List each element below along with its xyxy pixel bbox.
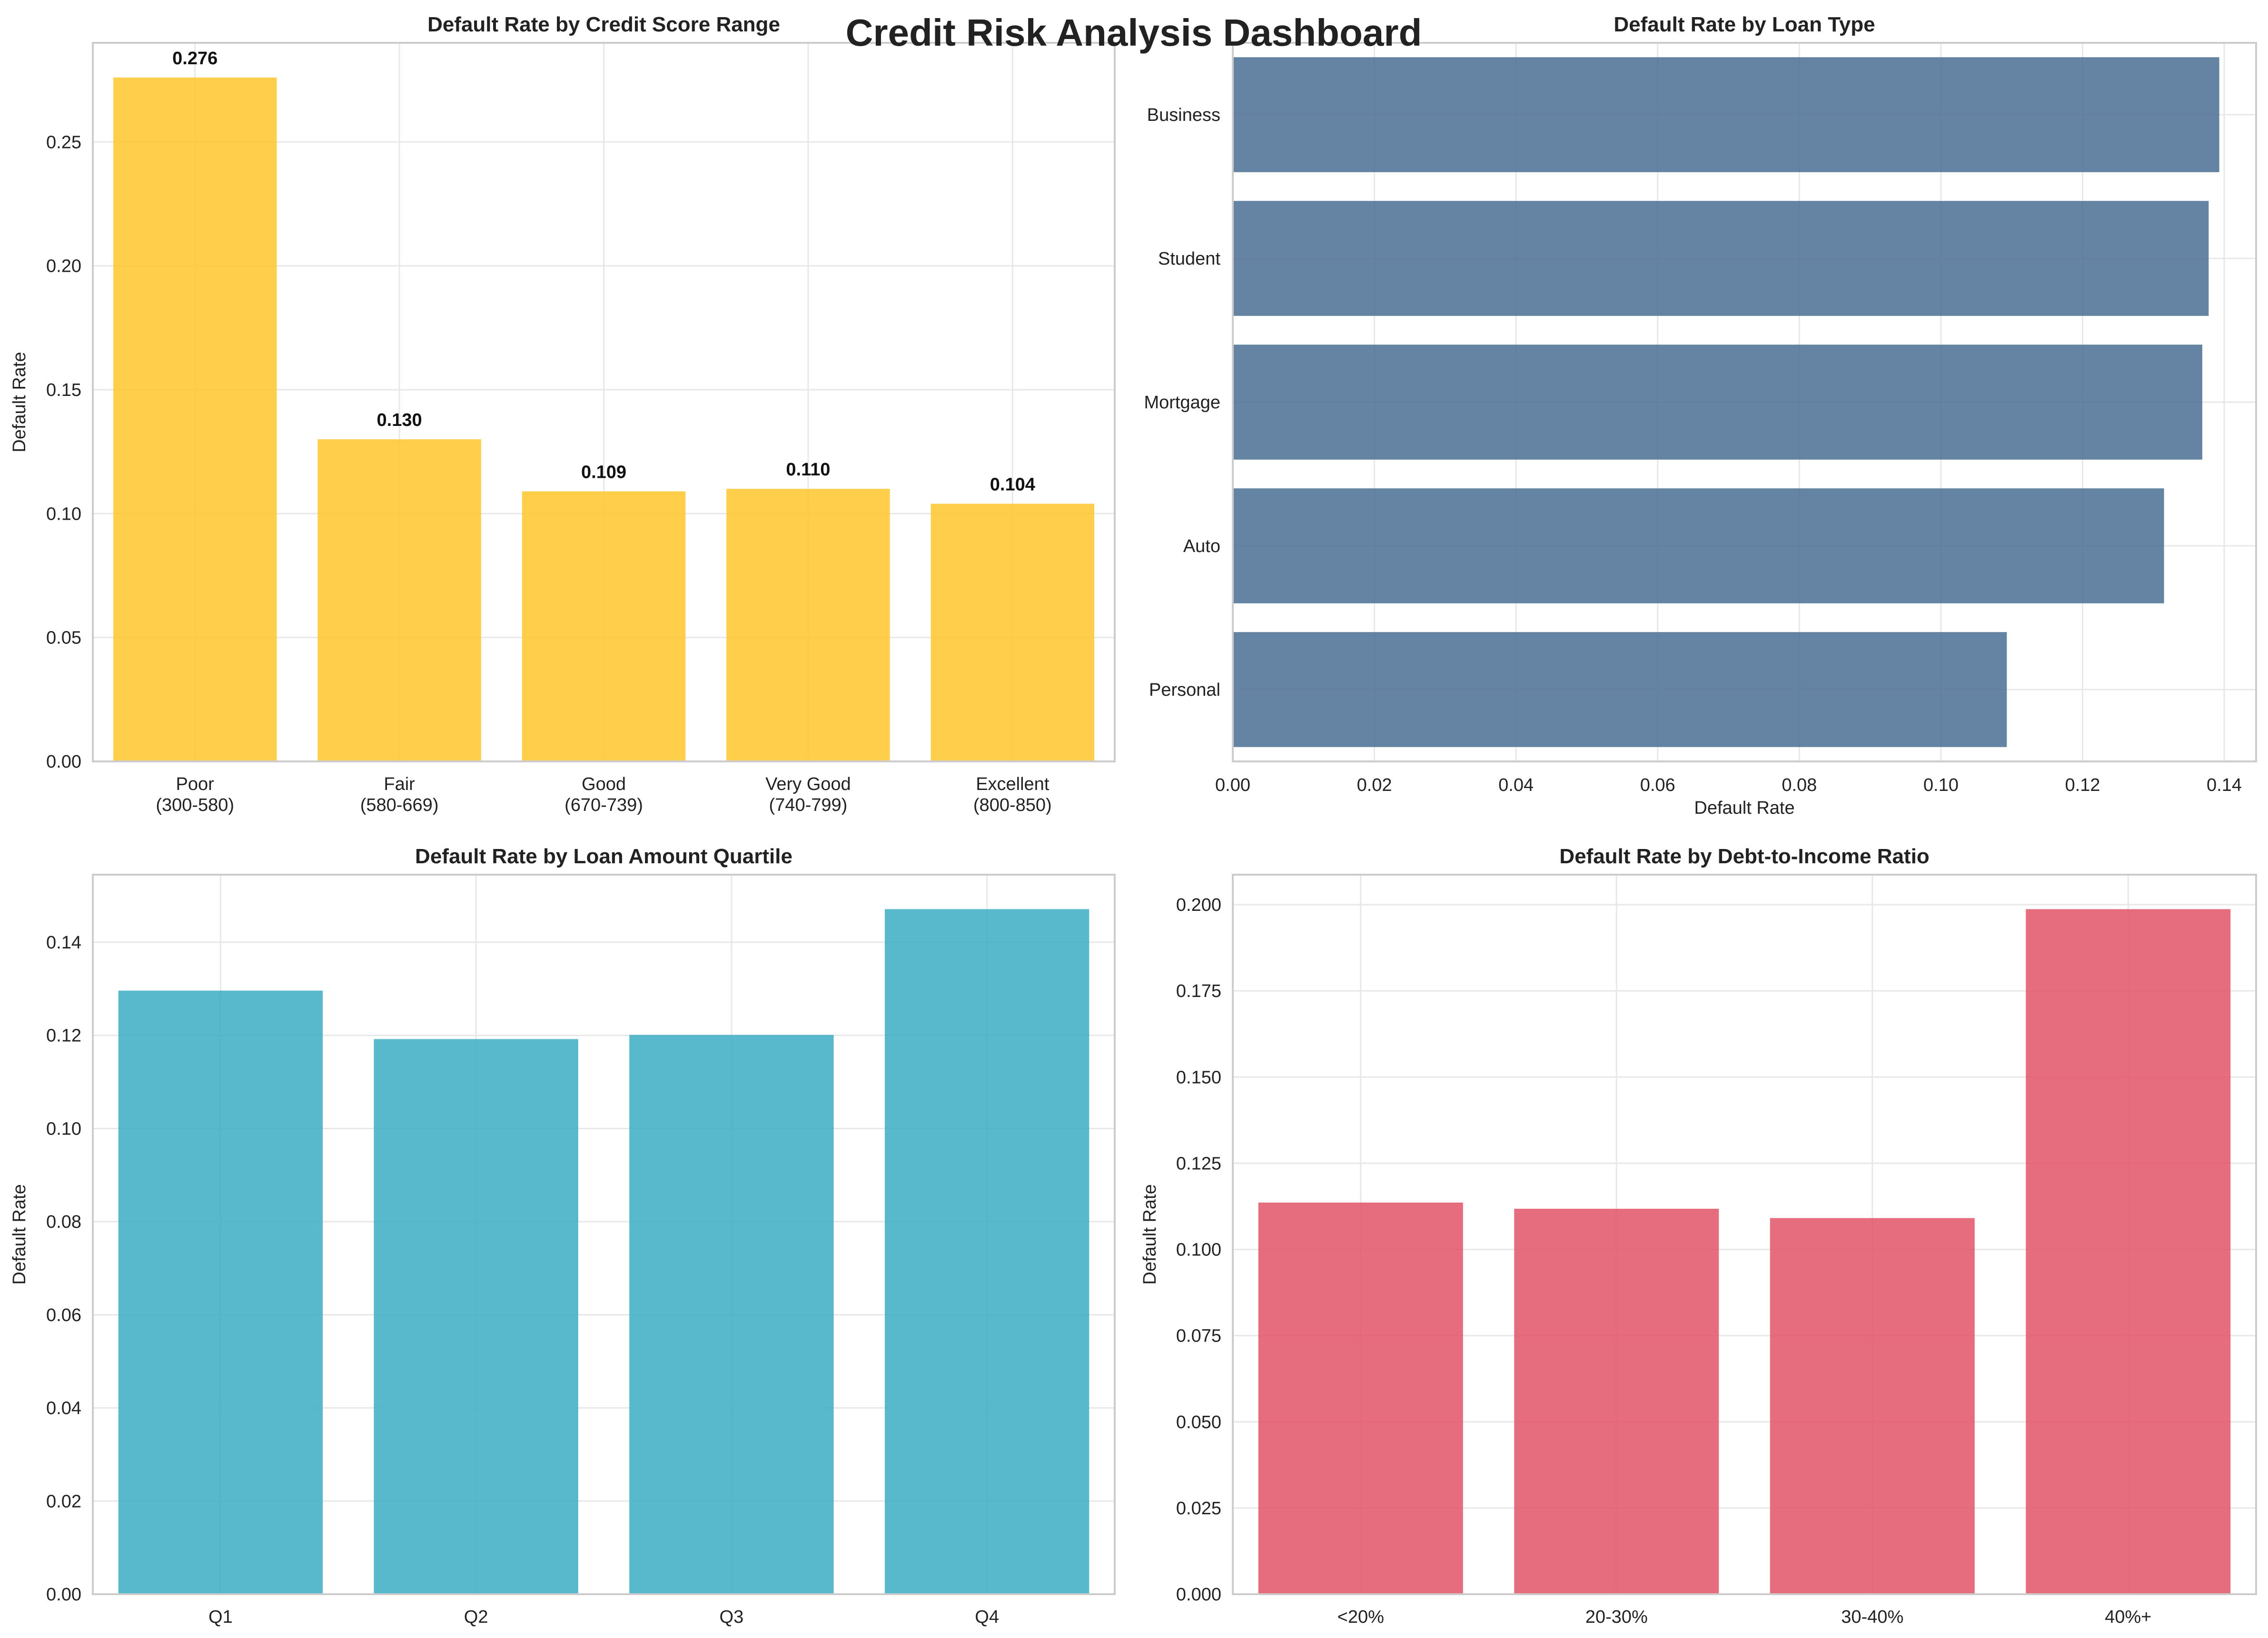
plot-frame bbox=[1232, 42, 2257, 762]
x-tick-label: Good (670-739) bbox=[565, 774, 643, 815]
bar-20-30 bbox=[1514, 1209, 1719, 1594]
chart-title: Default Rate by Credit Score Range bbox=[427, 13, 780, 36]
y-tick-label: 0.20 bbox=[46, 257, 81, 276]
data-label: 0.110 bbox=[786, 460, 830, 480]
plot-frame bbox=[92, 42, 1116, 762]
bar-q1 bbox=[118, 990, 323, 1594]
y-tick-label: 0.000 bbox=[1176, 1585, 1221, 1605]
bar-q4 bbox=[884, 909, 1089, 1594]
bar-mortgage bbox=[1233, 345, 2202, 460]
x-tick-label: Excellent (800-850) bbox=[973, 774, 1052, 815]
y-tick-label: 0.06 bbox=[46, 1305, 81, 1325]
bar-student bbox=[1233, 201, 2209, 316]
bar-good bbox=[522, 491, 686, 761]
y-tick-label: 0.150 bbox=[1176, 1067, 1221, 1087]
data-label: 0.276 bbox=[172, 49, 218, 69]
x-tick-label: Q2 bbox=[464, 1607, 488, 1627]
bar-q3 bbox=[629, 1035, 834, 1594]
x-tick-label: 0.10 bbox=[1923, 775, 1959, 795]
y-tick-label: 0.200 bbox=[1176, 895, 1221, 915]
x-tick-label: 0.00 bbox=[1215, 775, 1250, 795]
loan-amount-quartile-chart: Default Rate by Loan Amount Quartile 0.00… bbox=[10, 845, 1116, 1627]
y-tick-label: Mortgage bbox=[1144, 393, 1220, 413]
bar-poor bbox=[113, 77, 277, 762]
x-tick-label: 0.02 bbox=[1357, 775, 1392, 795]
y-tick-label: 0.00 bbox=[46, 1585, 81, 1605]
x-tick-label: 0.04 bbox=[1498, 775, 1534, 795]
x-tick-label: <20% bbox=[1337, 1607, 1384, 1627]
y-tick-label: 0.25 bbox=[46, 132, 81, 152]
y-tick-label: 0.14 bbox=[46, 933, 81, 953]
y-tick-label: 0.10 bbox=[46, 1119, 81, 1139]
bar-q2 bbox=[374, 1039, 578, 1594]
dashboard-title: Credit Risk Analysis Dashboard bbox=[846, 11, 1422, 54]
y-tick-label: Student bbox=[1158, 249, 1220, 269]
y-tick-label: 0.050 bbox=[1176, 1412, 1221, 1432]
data-label: 0.130 bbox=[377, 410, 422, 430]
plot-frame bbox=[92, 874, 1116, 1595]
x-tick-label: Q4 bbox=[975, 1607, 999, 1627]
y-tick-label: 0.00 bbox=[46, 752, 81, 772]
chart-title: Default Rate by Loan Type bbox=[1614, 13, 1875, 36]
data-label: 0.109 bbox=[581, 462, 626, 482]
x-tick-label: Fair (580-669) bbox=[360, 774, 439, 815]
bar-very-good bbox=[726, 489, 890, 761]
bar-excellent bbox=[931, 503, 1095, 761]
bar-business bbox=[1233, 57, 2219, 172]
x-tick-label: 30-40% bbox=[1841, 1607, 1903, 1627]
bar-20 bbox=[1258, 1202, 1463, 1594]
bar-40 bbox=[2026, 909, 2231, 1594]
x-tick-label: 40%+ bbox=[2105, 1607, 2151, 1627]
y-axis-label: Default Rate bbox=[10, 1184, 30, 1284]
data-label: 0.104 bbox=[990, 474, 1035, 494]
y-tick-label: 0.08 bbox=[46, 1212, 81, 1232]
debt-to-income-chart: Default Rate by Debt-to-Income Ratio 0.00… bbox=[1140, 845, 2257, 1627]
y-tick-label: 0.125 bbox=[1176, 1154, 1221, 1174]
bar-30-40 bbox=[1770, 1218, 1975, 1594]
x-tick-label: Q1 bbox=[208, 1607, 233, 1627]
y-tick-label: Personal bbox=[1149, 680, 1220, 700]
y-tick-label: 0.12 bbox=[46, 1026, 81, 1046]
y-tick-label: Auto bbox=[1183, 536, 1220, 556]
x-tick-label: 20-30% bbox=[1585, 1607, 1648, 1627]
y-tick-label: 0.10 bbox=[46, 504, 81, 524]
x-tick-label: 0.14 bbox=[2207, 775, 2242, 795]
y-axis-label: Default Rate bbox=[1140, 1184, 1160, 1284]
x-tick-label: Very Good (740-799) bbox=[765, 774, 851, 815]
x-tick-label: Q3 bbox=[720, 1607, 744, 1627]
x-tick-label: 0.08 bbox=[1782, 775, 1817, 795]
y-tick-label: 0.04 bbox=[46, 1399, 81, 1419]
plot-frame bbox=[1232, 874, 2257, 1595]
credit-score-chart: Default Rate by Credit Score Range 0.00 0.… bbox=[10, 13, 1116, 815]
x-axis-label: Default Rate bbox=[1694, 798, 1794, 818]
bar-fair bbox=[317, 439, 481, 761]
y-tick-label: 0.075 bbox=[1176, 1326, 1221, 1346]
chart-title: Default Rate by Loan Amount Quartile bbox=[415, 845, 792, 868]
y-tick-label: 0.15 bbox=[46, 380, 81, 400]
x-tick-label: 0.06 bbox=[1640, 775, 1675, 795]
y-tick-label: 0.02 bbox=[46, 1491, 81, 1511]
y-axis-label: Default Rate bbox=[10, 352, 30, 452]
loan-type-chart: Default Rate by Loan Type 0.00 0.02 0.04 0.0… bbox=[1144, 13, 2257, 818]
bar-personal bbox=[1233, 632, 2007, 747]
y-tick-label: Business bbox=[1147, 105, 1220, 125]
x-tick-label: 0.12 bbox=[2065, 775, 2100, 795]
y-tick-label: 0.100 bbox=[1176, 1240, 1221, 1260]
x-tick-label: Poor (300-580) bbox=[156, 774, 234, 815]
chart-title: Default Rate by Debt-to-Income Ratio bbox=[1559, 845, 1929, 868]
y-tick-label: 0.175 bbox=[1176, 981, 1221, 1001]
y-tick-label: 0.05 bbox=[46, 628, 81, 648]
y-tick-label: 0.025 bbox=[1176, 1499, 1221, 1519]
bar-auto bbox=[1233, 488, 2164, 603]
